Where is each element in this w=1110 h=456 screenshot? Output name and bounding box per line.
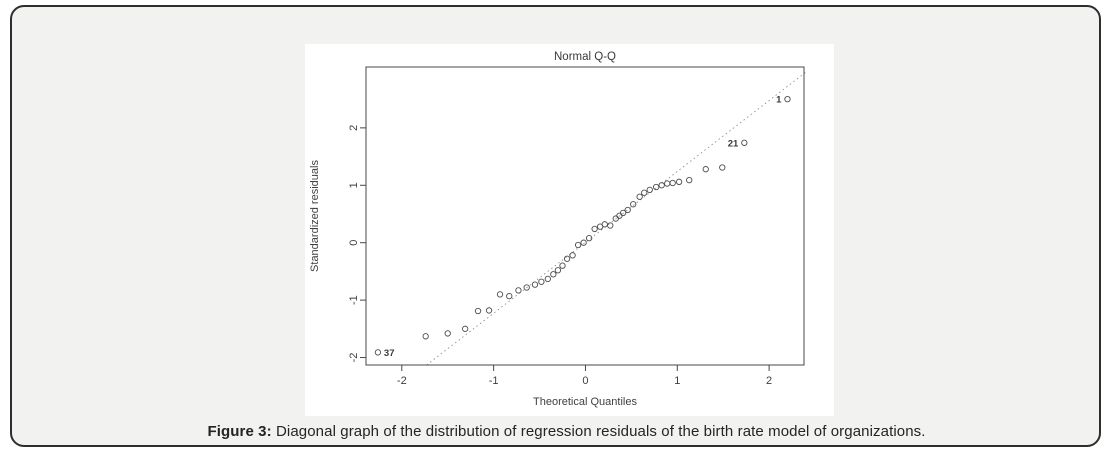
figure-card: -2 -1 0 1 2 -2 -1 0 1 2 Normal Q-Q Theoretical Quan… (10, 5, 1101, 447)
svg-text:1: 1 (348, 182, 360, 188)
svg-text:-2: -2 (348, 353, 360, 363)
svg-text:0: 0 (348, 240, 360, 246)
svg-text:-1: -1 (489, 375, 499, 387)
svg-text:-2: -2 (397, 375, 407, 387)
qq-plot-svg: -2 -1 0 1 2 -2 -1 0 1 2 Normal Q-Q Theoretical Quan… (309, 51, 807, 408)
figure-caption-label: Figure 3: (207, 423, 272, 440)
figure-caption: Figure 3: Diagonal graph of the distribu… (24, 423, 1109, 440)
svg-text:21: 21 (728, 138, 739, 149)
svg-text:2: 2 (766, 375, 772, 387)
qq-plot-image: -2 -1 0 1 2 -2 -1 0 1 2 Normal Q-Q Theoretical Quan… (305, 44, 834, 416)
svg-text:2: 2 (348, 125, 360, 131)
svg-text:1: 1 (674, 375, 680, 387)
svg-text:0: 0 (582, 375, 588, 387)
svg-text:-1: -1 (348, 295, 360, 305)
svg-text:Standardized residuals: Standardized residuals (309, 160, 321, 272)
svg-text:Normal Q-Q: Normal Q-Q (554, 51, 616, 63)
svg-text:Theoretical Quantiles: Theoretical Quantiles (533, 396, 637, 408)
svg-text:1: 1 (776, 95, 782, 106)
figure-caption-text: Diagonal graph of the distribution of re… (271, 423, 926, 440)
svg-text:37: 37 (384, 348, 395, 359)
